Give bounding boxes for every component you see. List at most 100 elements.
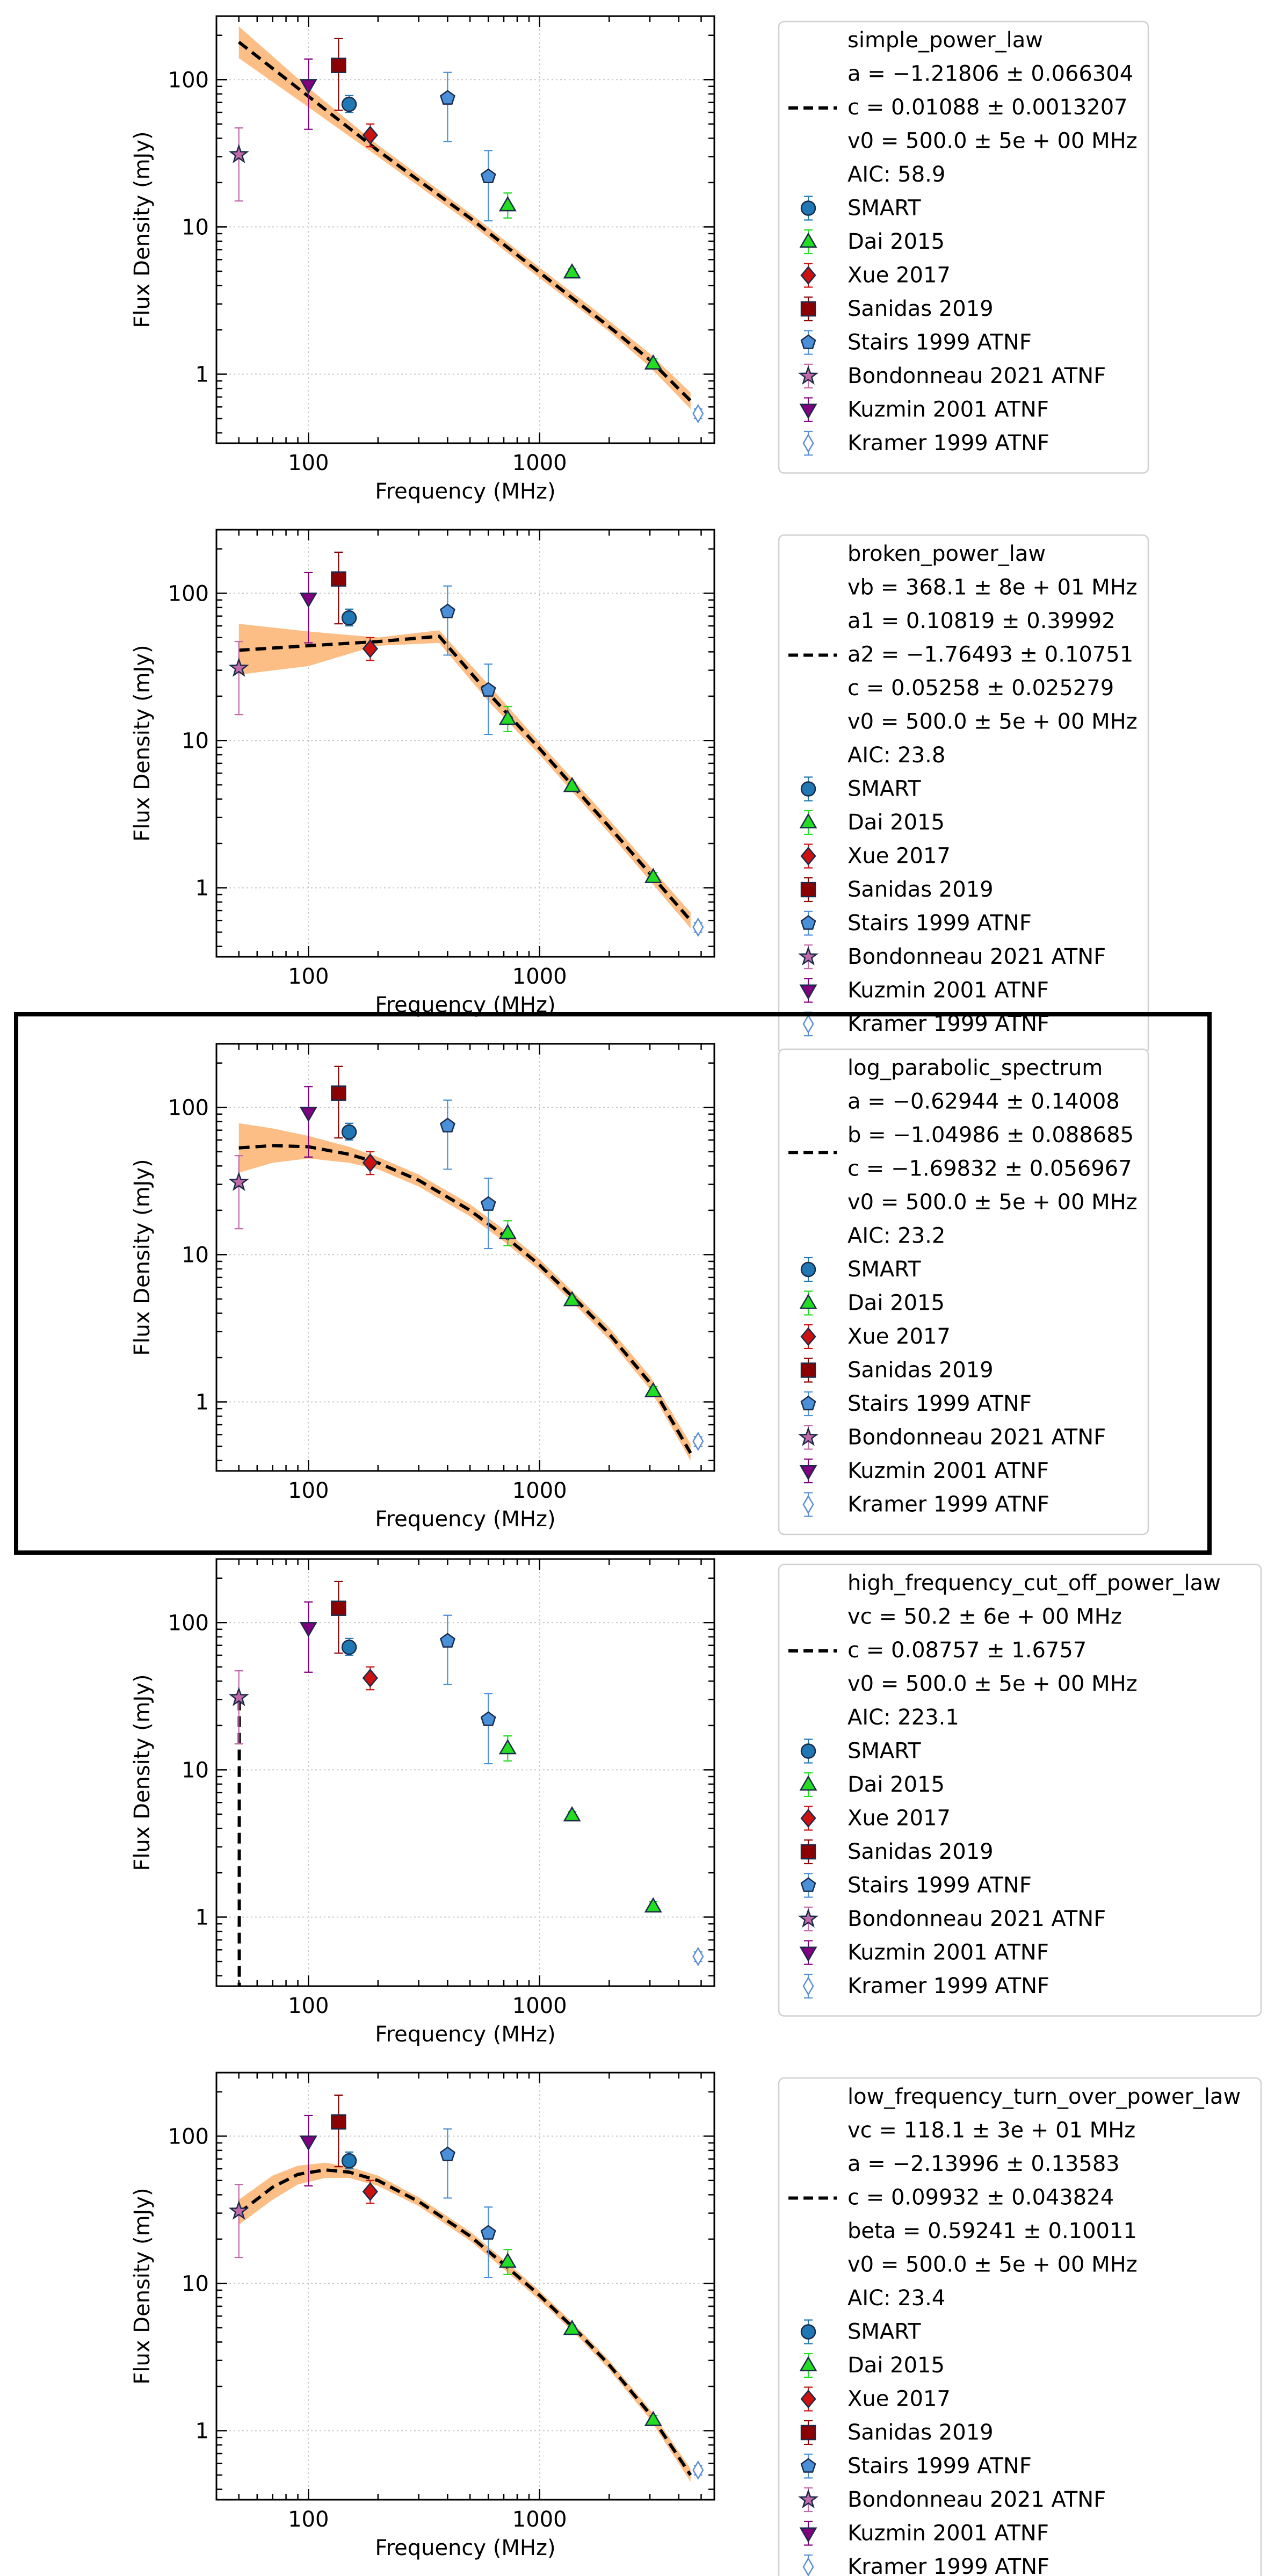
legend-parameter: v0 = 500.0 ± 5e + 00 MHz — [848, 1672, 1138, 1697]
grid — [216, 16, 714, 443]
legend-box — [778, 1563, 1262, 2017]
series-sanidas-2019 — [331, 1581, 346, 1654]
legend-parameter: vc = 118.1 ± 3e + 01 MHz — [848, 2118, 1135, 2143]
legend-marker — [800, 200, 816, 216]
x-tick-label: 1000 — [512, 1478, 567, 1503]
legend-entry-bondonneau-2021-atnf: Bondonneau 2021 ATNF — [848, 364, 1106, 388]
legend-entry-smart: SMART — [848, 1257, 921, 1282]
series-kuzmin-2001-atnf — [299, 572, 317, 644]
legend-marker — [798, 1908, 819, 1928]
legend-marker — [799, 1465, 817, 1481]
legend-parameter: a = −2.13996 ± 0.13583 — [848, 2152, 1120, 2176]
data-point — [439, 2146, 455, 2161]
legend-model-name: log_parabolic_spectrum — [848, 1056, 1103, 1080]
x-tick-label: 100 — [288, 1994, 329, 2018]
legend-marker — [800, 1327, 816, 1346]
errorbar — [484, 1693, 493, 1765]
series-smart — [341, 1122, 357, 1141]
series-sanidas-2019 — [331, 38, 346, 111]
legend-entry-xue-2017: Xue 2017 — [848, 844, 951, 869]
legend-entry-dai-2015: Dai 2015 — [848, 229, 945, 254]
legend-entry-dai-2015: Dai 2015 — [848, 1772, 945, 1797]
data-point — [341, 610, 357, 626]
legend-entry-smart: SMART — [848, 196, 921, 221]
legend-marker — [800, 1362, 816, 1378]
legend-entry-smart: SMART — [848, 2320, 921, 2344]
x-tick-label: 100 — [288, 964, 329, 989]
legend-parameter: c = 0.05258 ± 0.025279 — [848, 676, 1114, 701]
legend-entry-sanidas-2019: Sanidas 2019 — [848, 1358, 994, 1383]
legend-entry-xue-2017: Xue 2017 — [848, 1806, 951, 1831]
data-point — [439, 1117, 455, 1132]
legend-entry-sanidas-2019: Sanidas 2019 — [848, 1839, 994, 1864]
errorbar — [443, 2128, 452, 2199]
y-tick-label: 100 — [168, 68, 209, 92]
errorbar — [443, 585, 452, 656]
data-point — [331, 57, 346, 73]
data-point — [498, 709, 517, 725]
legend-entry-kuzmin-2001-atnf: Kuzmin 2001 ATNF — [848, 978, 1049, 1003]
legend-parameter: a = −1.21806 ± 0.066304 — [848, 62, 1133, 86]
errorbar — [443, 71, 452, 142]
series-kuzmin-2001-atnf — [299, 1086, 317, 1158]
errorbar — [334, 38, 343, 111]
legend-box — [778, 2077, 1262, 2576]
legend-entry-kramer-1999-atnf: Kramer 1999 ATNF — [848, 431, 1049, 456]
legend-parameter: a2 = −1.76493 ± 0.10751 — [848, 643, 1133, 667]
y-tick-label: 10 — [182, 1758, 209, 1783]
legend-marker — [798, 365, 819, 385]
y-tick-label: 1 — [195, 1390, 209, 1415]
x-axis-label: Frequency (MHz) — [375, 1507, 555, 1532]
legend-marker — [800, 265, 816, 285]
x-tick-label: 100 — [288, 1478, 329, 1503]
legend-entry-kramer-1999-atnf: Kramer 1999 ATNF — [848, 1974, 1049, 1998]
legend-entry-xue-2017: Xue 2017 — [848, 2387, 951, 2412]
data-point — [362, 2182, 378, 2202]
legend-entry-kuzmin-2001-atnf: Kuzmin 2001 ATNF — [848, 1940, 1049, 1965]
y-tick-label: 10 — [182, 1243, 209, 1267]
legend-entry-dai-2015: Dai 2015 — [848, 2353, 945, 2378]
legend-parameter: c = 0.09932 ± 0.043824 — [848, 2185, 1114, 2210]
series-kuzmin-2001-atnf — [299, 58, 317, 130]
data-point — [563, 263, 581, 279]
errorbar — [484, 663, 493, 735]
legend-parameter: vc = 50.2 ± 6e + 00 MHz — [848, 1605, 1122, 1629]
series-xue-2017 — [362, 2180, 378, 2204]
legend-parameter: b = −1.04986 ± 0.088685 — [848, 1123, 1134, 1148]
data-point — [439, 90, 455, 105]
data-point — [563, 776, 581, 792]
data-point — [644, 1897, 662, 1913]
y-tick-label: 1 — [195, 363, 209, 387]
data-point — [228, 143, 249, 163]
legend-parameter: vb = 368.1 ± 8e + 01 MHz — [848, 575, 1138, 600]
series-dai-2015 — [498, 706, 662, 883]
legend-marker — [798, 946, 819, 966]
series-stairs-1999-atnf — [439, 1099, 496, 1250]
y-tick-label: 10 — [182, 215, 209, 240]
legend-marker — [799, 1294, 817, 1309]
data-point — [362, 1153, 378, 1173]
series-bondonneau-2021-atnf — [228, 2184, 249, 2258]
legend-entry-bondonneau-2021-atnf: Bondonneau 2021 ATNF — [848, 2487, 1106, 2512]
fit-line — [237, 40, 692, 402]
x-tick-label: 1000 — [512, 964, 567, 989]
data-point — [644, 2411, 662, 2426]
data-point — [299, 1622, 317, 1637]
data-point — [439, 1633, 455, 1648]
errorbar — [443, 1099, 452, 1170]
x-axis-label: Frequency (MHz) — [375, 2536, 555, 2560]
legend-parameter: c = −1.69832 ± 0.056967 — [848, 1157, 1132, 1181]
legend-marker — [799, 1775, 817, 1791]
x-tick-label: 100 — [288, 2507, 329, 2532]
x-axis-label: Frequency (MHz) — [375, 479, 555, 504]
axes: 100 1000 1 10 100 Frequency (MHz) Flux Density… — [130, 1558, 715, 2047]
series-bondonneau-2021-atnf — [228, 1155, 249, 1230]
series-smart — [341, 1637, 357, 1656]
legend-entry-kuzmin-2001-atnf: Kuzmin 2001 ATNF — [848, 2521, 1049, 2546]
legend-entry-dai-2015: Dai 2015 — [848, 810, 945, 835]
fit-uncertainty-band — [238, 624, 691, 929]
data-point — [228, 657, 249, 677]
legend-marker — [799, 403, 817, 419]
